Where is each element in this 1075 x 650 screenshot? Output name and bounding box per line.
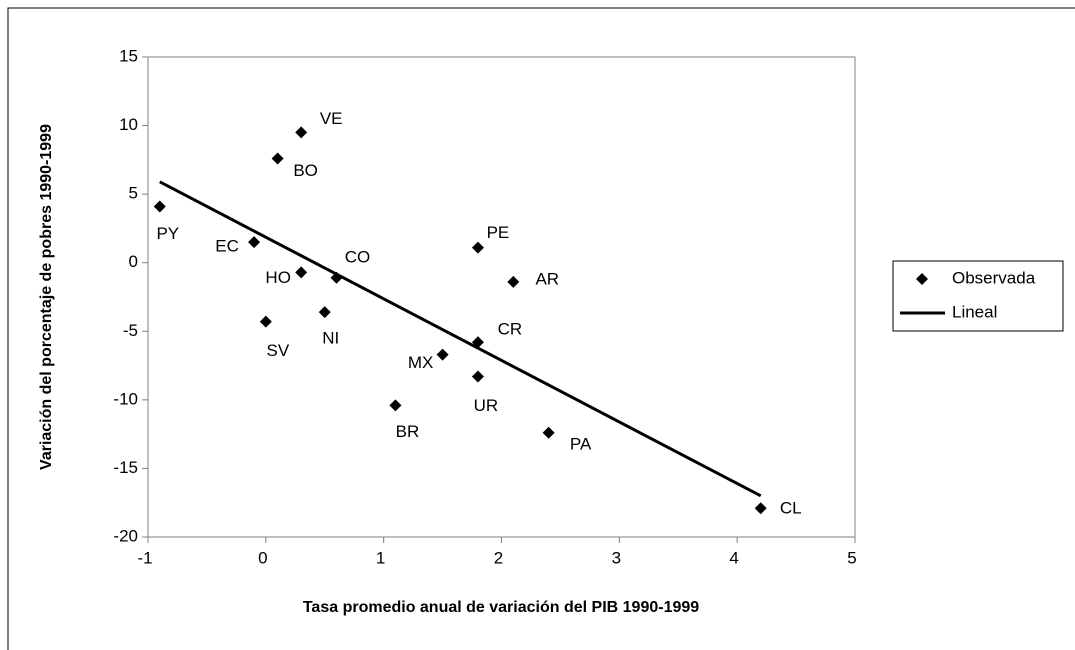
point bbox=[471, 370, 484, 383]
point-label: PY bbox=[156, 224, 179, 243]
point-label: BR bbox=[396, 422, 420, 441]
point-label: MX bbox=[408, 353, 434, 372]
point-label: PE bbox=[487, 223, 510, 242]
x-tick-label: 4 bbox=[729, 548, 738, 567]
point bbox=[248, 236, 261, 249]
y-tick-label: -20 bbox=[113, 526, 138, 545]
x-tick-label: 3 bbox=[612, 548, 621, 567]
point-label: CR bbox=[498, 320, 523, 339]
point-label: BO bbox=[293, 161, 318, 180]
point bbox=[271, 152, 284, 165]
y-tick-label: -10 bbox=[113, 389, 138, 408]
point-label: UR bbox=[474, 396, 499, 415]
point bbox=[295, 126, 308, 139]
point-label: CL bbox=[780, 499, 802, 518]
x-tick-label: -1 bbox=[137, 548, 152, 567]
trend-line bbox=[159, 180, 762, 498]
x-tick-label: 5 bbox=[847, 548, 856, 567]
point-label: AR bbox=[535, 269, 559, 288]
legend-label: Observada bbox=[952, 268, 1036, 287]
y-tick-label: -15 bbox=[113, 458, 138, 477]
point bbox=[471, 241, 484, 254]
legend-box bbox=[892, 260, 1064, 332]
point-label: EC bbox=[215, 237, 239, 256]
y-tick-label: 10 bbox=[119, 115, 138, 134]
point bbox=[436, 348, 449, 361]
chart-frame bbox=[7, 7, 1075, 650]
x-axis-title: Tasa promedio anual de variación del PIB… bbox=[303, 599, 699, 616]
y-tick-label: 5 bbox=[129, 184, 138, 203]
y-tick-label: 0 bbox=[129, 252, 138, 271]
point bbox=[259, 315, 272, 328]
y-tick-label: 15 bbox=[119, 46, 138, 65]
x-tick-label: 1 bbox=[376, 548, 385, 567]
legend-label: Lineal bbox=[952, 302, 997, 321]
y-tick-label: -5 bbox=[123, 321, 138, 340]
point bbox=[389, 399, 402, 412]
point bbox=[754, 502, 767, 515]
point bbox=[507, 275, 520, 288]
point-label: VE bbox=[320, 109, 343, 128]
point-label: NI bbox=[322, 329, 339, 348]
point-label: SV bbox=[266, 341, 289, 360]
y-axis-title: Variación del porcentaje de pobres 1990-… bbox=[38, 124, 55, 470]
point-label: CO bbox=[345, 247, 371, 266]
x-tick-label: 2 bbox=[494, 548, 503, 567]
point bbox=[542, 426, 555, 439]
point-label: HO bbox=[265, 268, 291, 287]
point-label: PA bbox=[570, 434, 592, 453]
point bbox=[318, 306, 331, 319]
point bbox=[153, 200, 166, 213]
point bbox=[295, 266, 308, 279]
x-tick-label: 0 bbox=[258, 548, 267, 567]
plot-area bbox=[147, 56, 856, 538]
legend-swatch bbox=[916, 273, 928, 285]
